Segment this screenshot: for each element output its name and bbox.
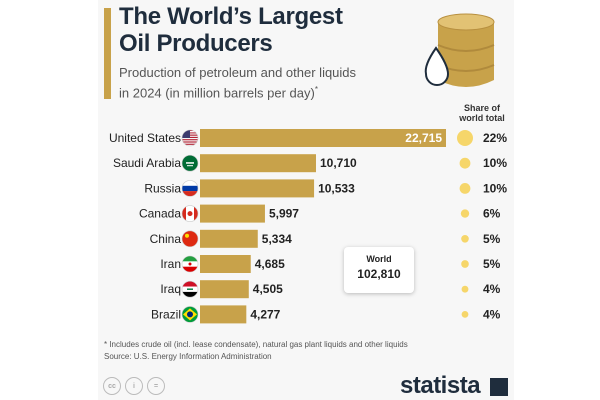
category-label: United States <box>109 131 181 145</box>
value-label: 4,685 <box>255 257 285 271</box>
share-label: 5% <box>483 232 501 246</box>
iraq-flag-icon <box>181 280 199 298</box>
share-label: 4% <box>483 307 501 321</box>
world-total-value: 102,810 <box>357 267 401 281</box>
footnote-source: Source: U.S. Energy Information Administ… <box>104 352 272 361</box>
bar <box>200 179 315 198</box>
value-label: 4,505 <box>253 282 283 296</box>
share-header-line-1: Share of <box>463 103 500 113</box>
bar <box>200 280 249 299</box>
brazil-flag-icon <box>181 306 199 323</box>
share-label: 4% <box>483 282 501 296</box>
bar <box>200 129 446 147</box>
share-dot <box>457 130 473 146</box>
value-label: 10,533 <box>318 181 355 195</box>
share-dot <box>461 310 469 318</box>
value-label: 22,715 <box>405 131 442 145</box>
cc-icon[interactable]: cc <box>103 377 121 395</box>
china-flag-icon <box>181 230 199 248</box>
category-label: Canada <box>139 207 181 221</box>
value-label: 10,710 <box>320 156 357 170</box>
share-dot <box>459 157 471 169</box>
category-label: Russia <box>144 181 181 195</box>
footnote-note: * Includes crude oil (incl. lease conden… <box>104 340 408 349</box>
saudi-arabia-flag-icon <box>181 154 199 172</box>
world-total-label: World <box>366 254 392 264</box>
by-icon[interactable]: i <box>125 377 143 395</box>
share-column-header: Share of world total <box>451 103 513 123</box>
bar <box>200 255 251 273</box>
value-label: 5,334 <box>262 232 292 246</box>
share-label: 5% <box>483 257 501 271</box>
russia-flag-icon <box>181 180 199 197</box>
category-label: China <box>150 232 182 246</box>
subtitle-line-2-text: in 2024 (in million barrels per day) <box>119 85 315 101</box>
iran-flag-icon <box>181 255 199 273</box>
brand-mark-icon <box>490 378 508 396</box>
subtitle-line-1: Production of petroleum and other liquid… <box>119 65 357 80</box>
brand-logo[interactable]: statista <box>400 372 481 399</box>
title-accent-bar <box>104 8 111 99</box>
category-label: Brazil <box>151 307 181 321</box>
share-label: 10% <box>483 156 507 170</box>
share-label: 22% <box>483 131 507 145</box>
page-title: The World’s Largest Oil Producers <box>119 3 343 57</box>
share-dot <box>459 183 471 194</box>
title-line-1: The World’s Largest <box>119 3 343 30</box>
category-label: Saudi Arabia <box>113 156 181 170</box>
share-dot <box>461 234 469 243</box>
nd-icon[interactable]: = <box>147 377 165 395</box>
bar <box>200 204 265 223</box>
category-label: Iraq <box>160 282 181 296</box>
value-label: 4,277 <box>250 307 280 321</box>
world-total-box: World 102,810 <box>344 247 414 293</box>
subtitle: Production of petroleum and other liquid… <box>119 64 356 101</box>
value-label: 5,997 <box>269 207 299 221</box>
footnote: * Includes crude oil (incl. lease conden… <box>104 339 514 363</box>
oil-barrel-icon <box>424 13 495 87</box>
share-header-line-2: world total <box>459 113 505 123</box>
bar <box>200 305 247 324</box>
us-flag-icon <box>181 129 199 147</box>
bar <box>200 229 258 248</box>
share-dot <box>460 209 470 218</box>
canada-flag-icon <box>181 205 199 222</box>
subtitle-line-2: in 2024 (in million barrels per day)* <box>119 81 356 101</box>
share-dot <box>461 285 469 293</box>
share-label: 10% <box>483 181 507 195</box>
category-label: Iran <box>160 257 181 271</box>
share-dot <box>461 260 469 268</box>
share-label: 6% <box>483 207 501 221</box>
subtitle-footnote-mark: * <box>314 85 318 94</box>
bar <box>200 154 316 173</box>
license-icons: cc i = <box>103 377 165 395</box>
title-line-2: Oil Producers <box>119 30 273 57</box>
